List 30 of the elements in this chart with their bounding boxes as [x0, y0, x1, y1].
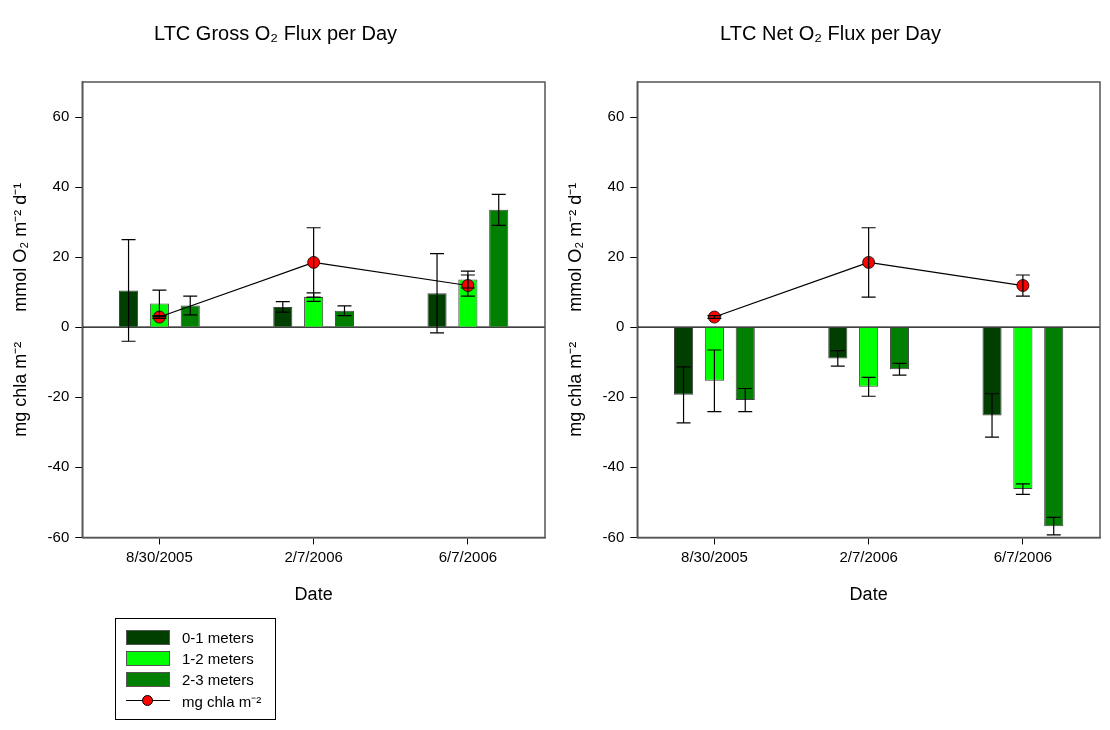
- x-tick-label: 2/7/2006: [284, 547, 343, 565]
- y-tick-label: -40: [602, 457, 625, 475]
- y-tick-label: -20: [602, 387, 625, 405]
- x-tick-label: 6/7/2006: [438, 547, 498, 565]
- legend-label: 0-1 meters: [182, 629, 254, 646]
- y-tick-label: -20: [47, 387, 70, 405]
- y-tick-label: 40: [52, 177, 70, 195]
- x-axis-title: Date: [294, 584, 333, 605]
- chart-title: LTC Gross O₂ Flux per Day: [154, 21, 397, 44]
- chart-title: LTC Net O₂ Flux per Day: [720, 21, 941, 44]
- y-tick-label: -60: [47, 527, 70, 545]
- x-tick-label: 6/7/2006: [993, 547, 1053, 565]
- y-tick-label: 20: [52, 247, 70, 265]
- legend-label: 2-3 meters: [182, 671, 254, 688]
- y-tick-label: 60: [607, 107, 625, 125]
- y-tick-label: 40: [607, 177, 625, 195]
- y-tick-label: 20: [607, 247, 625, 265]
- y-tick-label: -40: [47, 457, 70, 475]
- x-axis-title: Date: [849, 584, 888, 605]
- x-tick-label: 8/30/2005: [681, 547, 748, 565]
- y-axis-title: mg chla m⁻² mmol O₂ m⁻² d⁻¹: [564, 182, 585, 437]
- y-tick-label: 0: [615, 317, 625, 335]
- y-tick-label: -60: [602, 527, 625, 545]
- y-tick-label: 60: [52, 107, 70, 125]
- y-axis-title: mg chla m⁻² mmol O₂ m⁻² d⁻¹: [9, 182, 30, 437]
- legend-label: 1-2 meters: [182, 650, 254, 667]
- x-tick-label: 8/30/2005: [126, 547, 193, 565]
- x-tick-label: 2/7/2006: [839, 547, 898, 565]
- legend-label: mg chla m⁻²: [182, 691, 262, 711]
- y-tick-label: 0: [60, 317, 70, 335]
